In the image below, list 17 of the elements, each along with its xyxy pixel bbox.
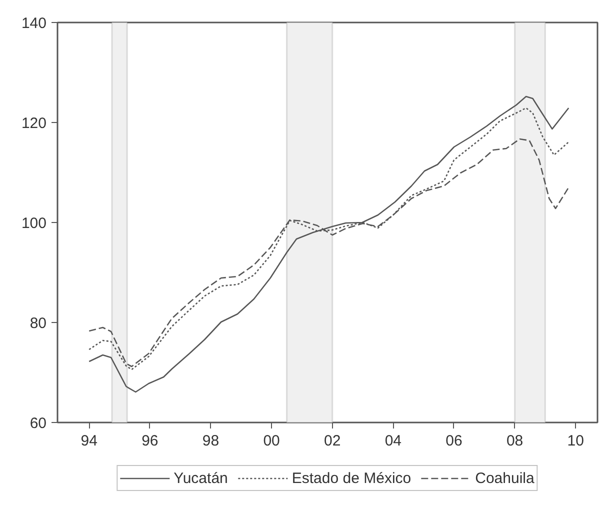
y-tick-label: 80 (30, 315, 47, 332)
y-tick-label: 140 (21, 15, 47, 32)
x-tick-label: 94 (80, 432, 98, 450)
x-tick-label: 04 (384, 432, 402, 450)
x-tick-label: 02 (324, 432, 341, 450)
y-tick-label: 120 (21, 115, 47, 132)
x-tick-label: 06 (446, 432, 462, 450)
x-tick-label: 00 (263, 432, 280, 450)
x-tick-label: 98 (202, 432, 220, 450)
legend-label: Coahuila (475, 470, 534, 486)
legend-label: Estado de México (292, 470, 412, 486)
y-tick-label: 100 (21, 215, 47, 232)
y-tick-label: 60 (30, 415, 47, 432)
x-tick-label: 08 (506, 432, 524, 450)
x-tick-label: 96 (142, 432, 158, 450)
x-tick-label: 10 (567, 432, 584, 450)
legend-label: Yucatán (174, 470, 228, 486)
